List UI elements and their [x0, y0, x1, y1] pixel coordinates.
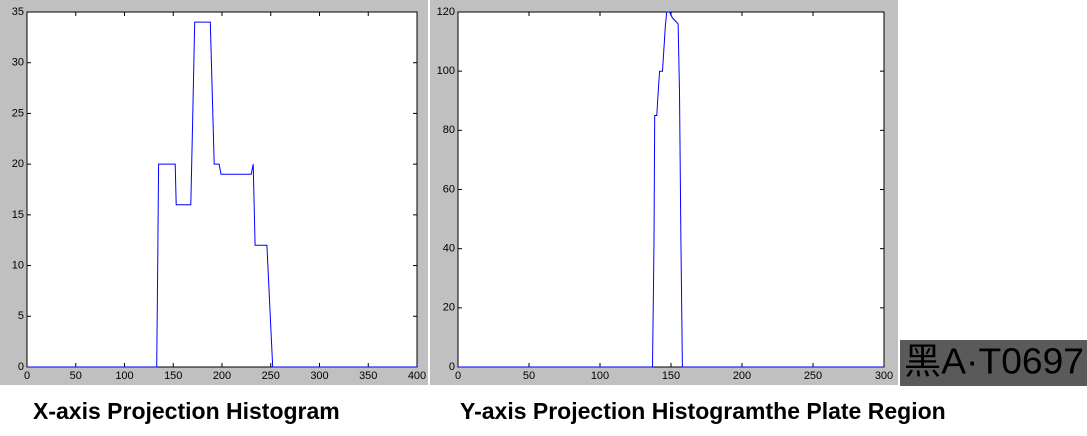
x-tick-label: 50	[523, 370, 535, 382]
y-tick-label: 10	[12, 259, 24, 271]
y-tick-label: 120	[437, 6, 455, 18]
y-tick-label: 40	[443, 243, 455, 255]
x-tick-label: 300	[310, 370, 328, 382]
x-tick-label: 100	[115, 370, 133, 382]
x-tick-label: 300	[875, 370, 893, 382]
y-tick-label: 80	[443, 124, 455, 136]
line	[458, 11, 884, 368]
plot-area	[26, 11, 418, 368]
plot-area	[457, 11, 885, 368]
y-tick-label: 35	[12, 6, 24, 18]
y-tick-label: 0	[449, 361, 455, 373]
x-tick-label: 200	[733, 370, 751, 382]
line	[27, 21, 417, 368]
x-tick-label: 100	[591, 370, 609, 382]
caption: the Plate Region	[765, 398, 945, 424]
plate-text: 黑A·T0697	[904, 341, 1084, 382]
y-tick-label: 5	[18, 310, 24, 322]
x-tick-label: 250	[804, 370, 822, 382]
x-tick-label: 50	[70, 370, 82, 382]
y-tick-label: 30	[12, 57, 24, 69]
y-tick-label: 20	[443, 302, 455, 314]
caption: X-axis Projection Histogram	[33, 398, 340, 424]
x-tick-label: 0	[455, 370, 461, 382]
caption: Y-axis Projection Histogram	[460, 398, 765, 424]
y-tick-label: 100	[437, 65, 455, 77]
x-tick-label: 150	[164, 370, 182, 382]
plate-image	[900, 340, 1087, 386]
x-tick-label: 350	[359, 370, 377, 382]
x-tick-label: 250	[262, 370, 280, 382]
y-tick-label: 15	[12, 209, 24, 221]
x-tick-label: 200	[213, 370, 231, 382]
x-tick-label: 400	[408, 370, 426, 382]
y-tick-label: 20	[12, 158, 24, 170]
x-tick-label: 150	[662, 370, 680, 382]
y-tick-label: 25	[12, 107, 24, 119]
y-tick-label: 0	[18, 361, 24, 373]
y-tick-label: 60	[443, 183, 455, 195]
x-tick-label: 0	[24, 370, 30, 382]
